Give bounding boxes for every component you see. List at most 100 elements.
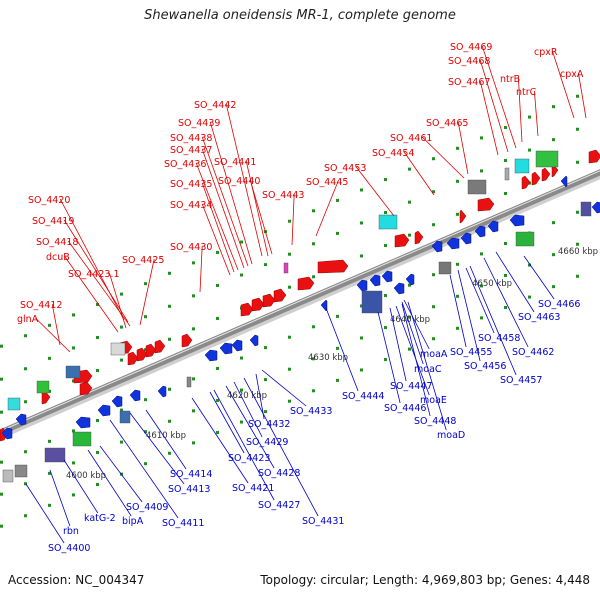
tick-mark (288, 285, 291, 289)
forward-gene-arrow (79, 381, 93, 396)
tick-mark (24, 367, 27, 371)
scale-label: 4630 kbp (308, 353, 348, 363)
forward-gene-leader (59, 198, 125, 321)
reverse-gene-arrow (431, 240, 443, 253)
tick-mark (0, 460, 3, 464)
tick-mark (456, 294, 459, 298)
reverse-gene-leader (465, 267, 495, 334)
tick-mark (216, 316, 219, 320)
feature-box (515, 231, 535, 247)
reverse-gene-leader (401, 301, 424, 365)
tick-mark (288, 219, 291, 223)
tick-mark (480, 136, 483, 140)
tick-mark (432, 223, 435, 227)
reverse-gene-label: SO_4411 (162, 518, 204, 529)
reverse-gene-label: SO_4457 (500, 375, 542, 386)
tick-mark (0, 410, 3, 414)
forward-gene-leader (249, 179, 273, 255)
tick-mark (384, 358, 387, 362)
tick-mark (72, 379, 75, 383)
tick-mark (264, 378, 267, 382)
feature-box (7, 397, 21, 411)
tick-mark (288, 367, 291, 371)
forward-gene-leader (552, 50, 575, 119)
reverse-gene-leader (99, 445, 143, 503)
reverse-gene-arrow (219, 342, 233, 355)
tick-mark (120, 440, 123, 444)
scale-label: 4610 kbp (146, 431, 186, 441)
reverse-gene-label: SO_4421 (232, 483, 274, 494)
forward-gene-label: SO_4438 (170, 133, 212, 144)
tick-mark (192, 377, 195, 381)
tick-mark (528, 148, 531, 152)
reverse-gene-label: SO_4446 (384, 403, 426, 414)
tick-mark (312, 209, 315, 213)
tick-mark (360, 304, 363, 308)
reverse-gene-arrow (369, 274, 381, 287)
forward-gene-label: cpxR (534, 47, 558, 58)
tick-mark (192, 409, 195, 413)
reverse-gene-leader (255, 373, 265, 420)
reverse-gene-label: SO_4413 (168, 484, 210, 495)
scale-label: 4620 kbp (227, 391, 267, 401)
tick-mark (360, 336, 363, 340)
tick-mark (384, 244, 387, 248)
forward-gene-arrow (477, 197, 495, 212)
reverse-gene-label: moaA (420, 349, 448, 360)
reverse-gene-label: SO_4427 (258, 500, 300, 511)
tick-mark (168, 451, 171, 455)
reverse-gene-label: SO_4448 (414, 416, 456, 427)
tick-mark (336, 198, 339, 202)
reverse-gene-leader (457, 269, 481, 362)
forward-gene-label: SO_4430 (170, 242, 212, 253)
tick-mark (144, 398, 147, 402)
tick-mark (96, 483, 99, 487)
feature-box (514, 158, 530, 174)
tick-mark (240, 388, 243, 392)
tick-mark (168, 387, 171, 391)
tick-mark (360, 254, 363, 258)
reverse-gene-leader (469, 265, 517, 376)
genome-backbone (0, 169, 600, 436)
reverse-gene-leader (25, 483, 65, 544)
tick-mark (312, 325, 315, 329)
tick-mark (360, 221, 363, 225)
forward-gene-label: SO_4418 (36, 237, 78, 248)
forward-gene-arrow (317, 259, 349, 274)
forward-gene-leader (421, 136, 465, 179)
tick-mark (336, 231, 339, 235)
forward-gene-label: SO_4442 (194, 100, 236, 111)
tick-mark (336, 378, 339, 382)
forward-gene-leader (201, 203, 231, 276)
reverse-gene-arrow (446, 237, 460, 250)
tick-mark (432, 305, 435, 309)
feature-box (72, 431, 92, 447)
tick-mark (576, 127, 579, 131)
reverse-gene-leader (233, 381, 263, 438)
forward-gene-label: SO_4465 (426, 118, 468, 129)
reverse-gene-arrow (591, 201, 600, 214)
tick-mark (504, 241, 507, 245)
reverse-gene-label: rbn (63, 526, 79, 537)
forward-gene-leader (63, 219, 129, 323)
reverse-gene-label: katG-2 (84, 513, 116, 524)
reverse-gene-label: SO_4462 (512, 347, 554, 358)
forward-gene-leader (578, 72, 587, 119)
tick-mark (336, 314, 339, 318)
reverse-gene-leader (403, 299, 430, 350)
forward-gene-label: SO_4468 (448, 56, 490, 67)
forward-gene-label: SO_4439 (178, 118, 220, 129)
feature-box (44, 447, 66, 463)
forward-gene-arrow (145, 343, 157, 358)
tick-mark (168, 304, 171, 308)
reverse-gene-label: SO_4409 (126, 502, 168, 513)
tick-mark (288, 399, 291, 403)
forward-gene-leader (479, 80, 499, 156)
forward-gene-leader (201, 136, 249, 267)
tick-mark (480, 316, 483, 320)
feature-box (14, 464, 28, 478)
forward-gene-arrow (541, 167, 551, 182)
tick-mark (360, 188, 363, 192)
tick-mark (432, 190, 435, 194)
tick-mark (504, 305, 507, 309)
